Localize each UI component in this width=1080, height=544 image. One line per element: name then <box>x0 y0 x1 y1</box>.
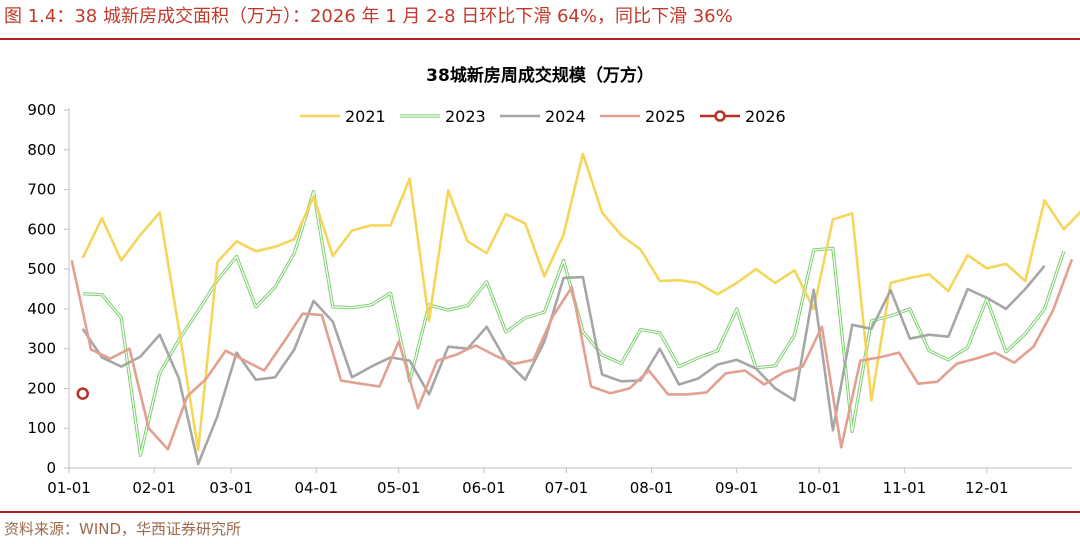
y-tick-label: 700 <box>27 181 56 199</box>
legend-item-2021: 2021 <box>300 107 386 126</box>
y-tick-label: 600 <box>27 220 56 238</box>
x-tick-label: 03-01 <box>209 479 253 497</box>
x-axis: 01-01 02-01 03-01 04-01 05-01 06-01 07-01 08-01… <box>47 467 1072 497</box>
x-tick-label: 05-01 <box>377 479 421 497</box>
x-tick-label: 02-01 <box>132 479 176 497</box>
x-tick-label: 01-01 <box>47 479 91 497</box>
x-tick-label: 04-01 <box>295 479 339 497</box>
y-tick-label: 200 <box>27 379 56 397</box>
legend-label: 2026 <box>745 107 786 126</box>
y-tick-label: 900 <box>27 101 56 119</box>
legend-item-2023: 2023 <box>400 107 486 126</box>
chart-title: 38城新房周成交规模（万方） <box>426 65 654 86</box>
chart-legend: 2021 2023 2024 2025 2026 <box>300 107 786 126</box>
bottom-rule <box>0 511 1080 513</box>
legend-item-2025: 2025 <box>600 107 686 126</box>
legend-marker <box>714 110 726 122</box>
legend-label: 2025 <box>645 107 686 126</box>
x-tick-label: 11-01 <box>883 479 927 497</box>
legend-item-2026: 2026 <box>700 107 786 126</box>
series-2025-line <box>70 258 1074 451</box>
y-tick-label: 0 <box>46 459 56 477</box>
line-chart: 38城新房周成交规模（万方） 2021 2023 2024 2025 2026 0 100… <box>27 65 1080 497</box>
legend-label: 2021 <box>345 107 386 126</box>
legend-item-2024: 2024 <box>500 107 586 126</box>
y-tick-label: 100 <box>27 419 56 437</box>
x-tick-label: 06-01 <box>462 479 506 497</box>
y-axis: 0 100 200 300 400 500 600 700 800 900 <box>27 101 70 477</box>
source-note: 资料来源：WIND，华西证券研究所 <box>4 520 242 538</box>
x-tick-label: 10-01 <box>797 479 841 497</box>
figure-title: 图 1.4：38 城新房成交面积（万方）：2026 年 1 月 2-8 日环比下… <box>4 6 733 27</box>
x-tick-label: 12-01 <box>965 479 1009 497</box>
series-2023-line-inner <box>82 190 1065 456</box>
top-rule <box>0 38 1080 40</box>
x-tick-label: 09-01 <box>715 479 759 497</box>
x-tick-label: 07-01 <box>545 479 589 497</box>
series-2024-line <box>81 265 1046 466</box>
y-tick-label: 500 <box>27 260 56 278</box>
series-2026-point <box>76 387 89 400</box>
y-tick-label: 800 <box>27 141 56 159</box>
y-tick-label: 300 <box>27 340 56 358</box>
legend-label: 2023 <box>445 107 486 126</box>
plot-area <box>70 152 1080 466</box>
y-tick-label: 400 <box>27 300 56 318</box>
series-2021-line <box>81 152 1080 452</box>
legend-label: 2024 <box>545 107 586 126</box>
x-tick-label: 08-01 <box>630 479 674 497</box>
